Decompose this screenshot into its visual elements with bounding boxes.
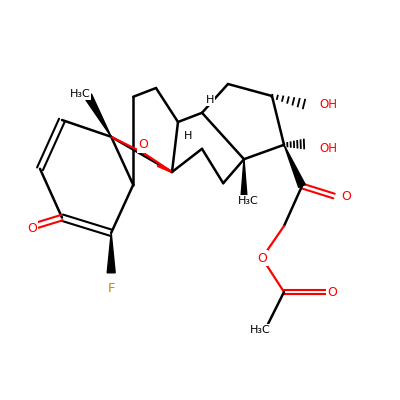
Text: O: O	[327, 286, 337, 298]
Polygon shape	[107, 233, 115, 273]
Text: H₃C: H₃C	[238, 196, 258, 206]
Polygon shape	[284, 145, 305, 188]
Polygon shape	[84, 94, 111, 137]
Text: H₃C: H₃C	[70, 89, 90, 99]
Text: O: O	[138, 138, 148, 151]
Text: O: O	[27, 222, 37, 234]
Text: OH: OH	[319, 142, 337, 154]
Text: H: H	[206, 95, 214, 105]
Text: F: F	[108, 282, 115, 295]
Text: OH: OH	[319, 98, 337, 110]
Polygon shape	[241, 159, 247, 199]
Text: H: H	[184, 131, 192, 141]
Text: O: O	[341, 190, 351, 202]
Text: H₃C: H₃C	[250, 325, 270, 335]
Text: O: O	[257, 252, 267, 264]
